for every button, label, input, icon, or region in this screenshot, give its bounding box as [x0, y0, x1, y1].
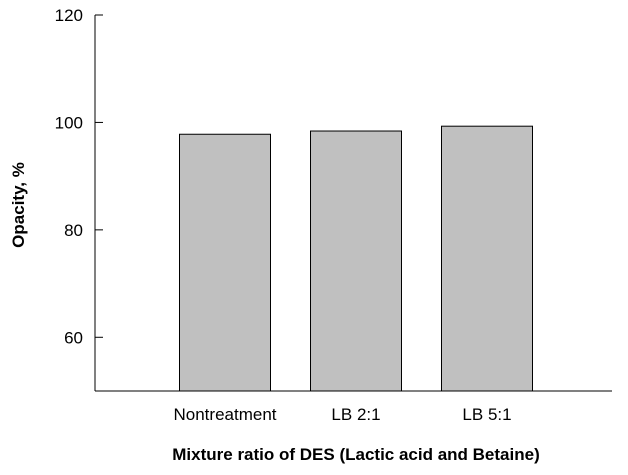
bar	[310, 130, 402, 392]
x-tick-label: LB 5:1	[462, 405, 511, 424]
bar	[179, 133, 271, 392]
x-tick-label: Nontreatment	[174, 405, 277, 424]
x-axis-title: Mixture ratio of DES (Lactic acid and Be…	[172, 445, 539, 464]
y-tick-label: 80	[64, 221, 83, 240]
y-axis-title: Opacity, %	[9, 162, 28, 248]
y-tick-label: 120	[55, 6, 83, 25]
bar	[441, 125, 533, 392]
y-tick-label: 60	[64, 328, 83, 347]
y-tick-label: 100	[55, 113, 83, 132]
x-tick-label: LB 2:1	[331, 405, 380, 424]
plot-area: Nontreatment LB 2:1 LB 5:1 60 80 100 120	[55, 6, 612, 424]
